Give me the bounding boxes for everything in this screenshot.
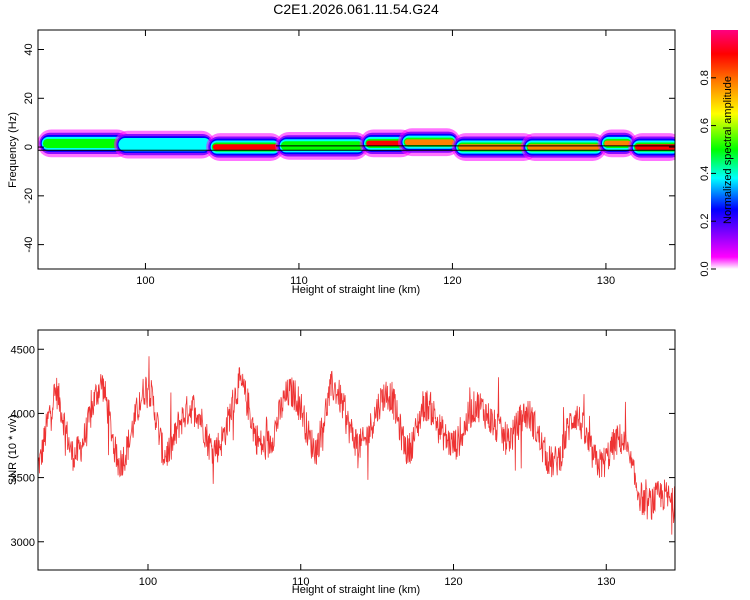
- spectrogram-cell: [44, 140, 125, 147]
- spectrogram-band: [38, 128, 675, 161]
- snr-background: [38, 330, 675, 570]
- spectrogram-y-tick-label: -20: [23, 188, 35, 204]
- colorbar-tick-label: 0.0: [699, 261, 711, 276]
- spectrogram-x-tick-label: 110: [290, 275, 308, 287]
- spectrogram-cell: [527, 144, 600, 150]
- spectrogram-x-label: Height of straight line (km): [292, 284, 420, 296]
- figure-title: C2E1.2026.061.11.54.G24: [273, 1, 439, 17]
- snr-line: [38, 356, 675, 535]
- colorbar-tick-label: 0.4: [699, 166, 711, 181]
- colorbar-ticks: 0.0 0.2 0.4 0.6 0.8: [699, 70, 716, 277]
- spectrogram-cell: [120, 141, 209, 148]
- snr-y-tick-label: 3000: [11, 537, 35, 549]
- snr-y-tick-label: 3500: [11, 473, 35, 485]
- colorbar-tick-label: 0.8: [699, 70, 711, 85]
- snr-y-tick-label: 4000: [11, 408, 35, 420]
- spectrogram-cell: [604, 140, 631, 147]
- spectrogram-panel: 100 110 120 130 -40 -20 0 20 40 Height of strai…: [7, 29, 676, 296]
- colorbar-label: Normalized spectral amplitude: [722, 76, 734, 224]
- spectrogram-y-tick-label: 0: [23, 144, 35, 150]
- spectrogram-y-label: Frequency (Hz): [7, 112, 19, 188]
- snr-x-tick-label: 130: [597, 576, 615, 588]
- colorbar-tick-label: 0.6: [699, 118, 711, 133]
- snr-series: [38, 356, 675, 535]
- snr-y-label: SNR (10 * v/v): [7, 415, 19, 485]
- spectrogram-y-tick-label: 20: [23, 92, 35, 104]
- spectrogram-cell: [212, 144, 278, 150]
- snr-panel: 100 110 120 130 3000 3500 4000 4500 Height of …: [7, 329, 676, 596]
- snr-x-tick-label: 110: [292, 576, 310, 588]
- spectrogram-cell: [404, 139, 455, 145]
- spectrogram-cell: [458, 144, 531, 150]
- spectrogram-cell: [366, 140, 409, 147]
- snr-x-ticks: 100 110 120 130: [139, 330, 615, 588]
- spectrogram-x-ticks: 100 110 120 130: [136, 30, 615, 287]
- spectrogram-y-tick-label: -40: [23, 237, 35, 253]
- colorbar-gradient: [711, 30, 738, 269]
- snr-y-ticks: 3000 3500 4000 4500: [11, 344, 675, 549]
- snr-y-tick-label: 4500: [11, 344, 35, 356]
- spectrogram-x-tick-label: 130: [597, 275, 615, 287]
- spectrogram-x-tick-label: 120: [443, 275, 461, 287]
- snr-x-tick-label: 120: [444, 576, 462, 588]
- snr-x-label: Height of straight line (km): [292, 584, 420, 596]
- snr-x-tick-label: 100: [139, 576, 157, 588]
- colorbar-tick-label: 0.2: [699, 214, 711, 229]
- snr-frame: [37, 329, 676, 571]
- colorbar: 0.0 0.2 0.4 0.6 0.8 Normalized spectral ampl…: [699, 30, 738, 277]
- spectrogram-y-ticks: -40 -20 0 20 40: [23, 43, 675, 253]
- spectrogram-frame: [37, 29, 676, 270]
- spectrogram-y-tick-label: 40: [23, 43, 35, 55]
- spectrogram-x-tick-label: 100: [136, 275, 154, 287]
